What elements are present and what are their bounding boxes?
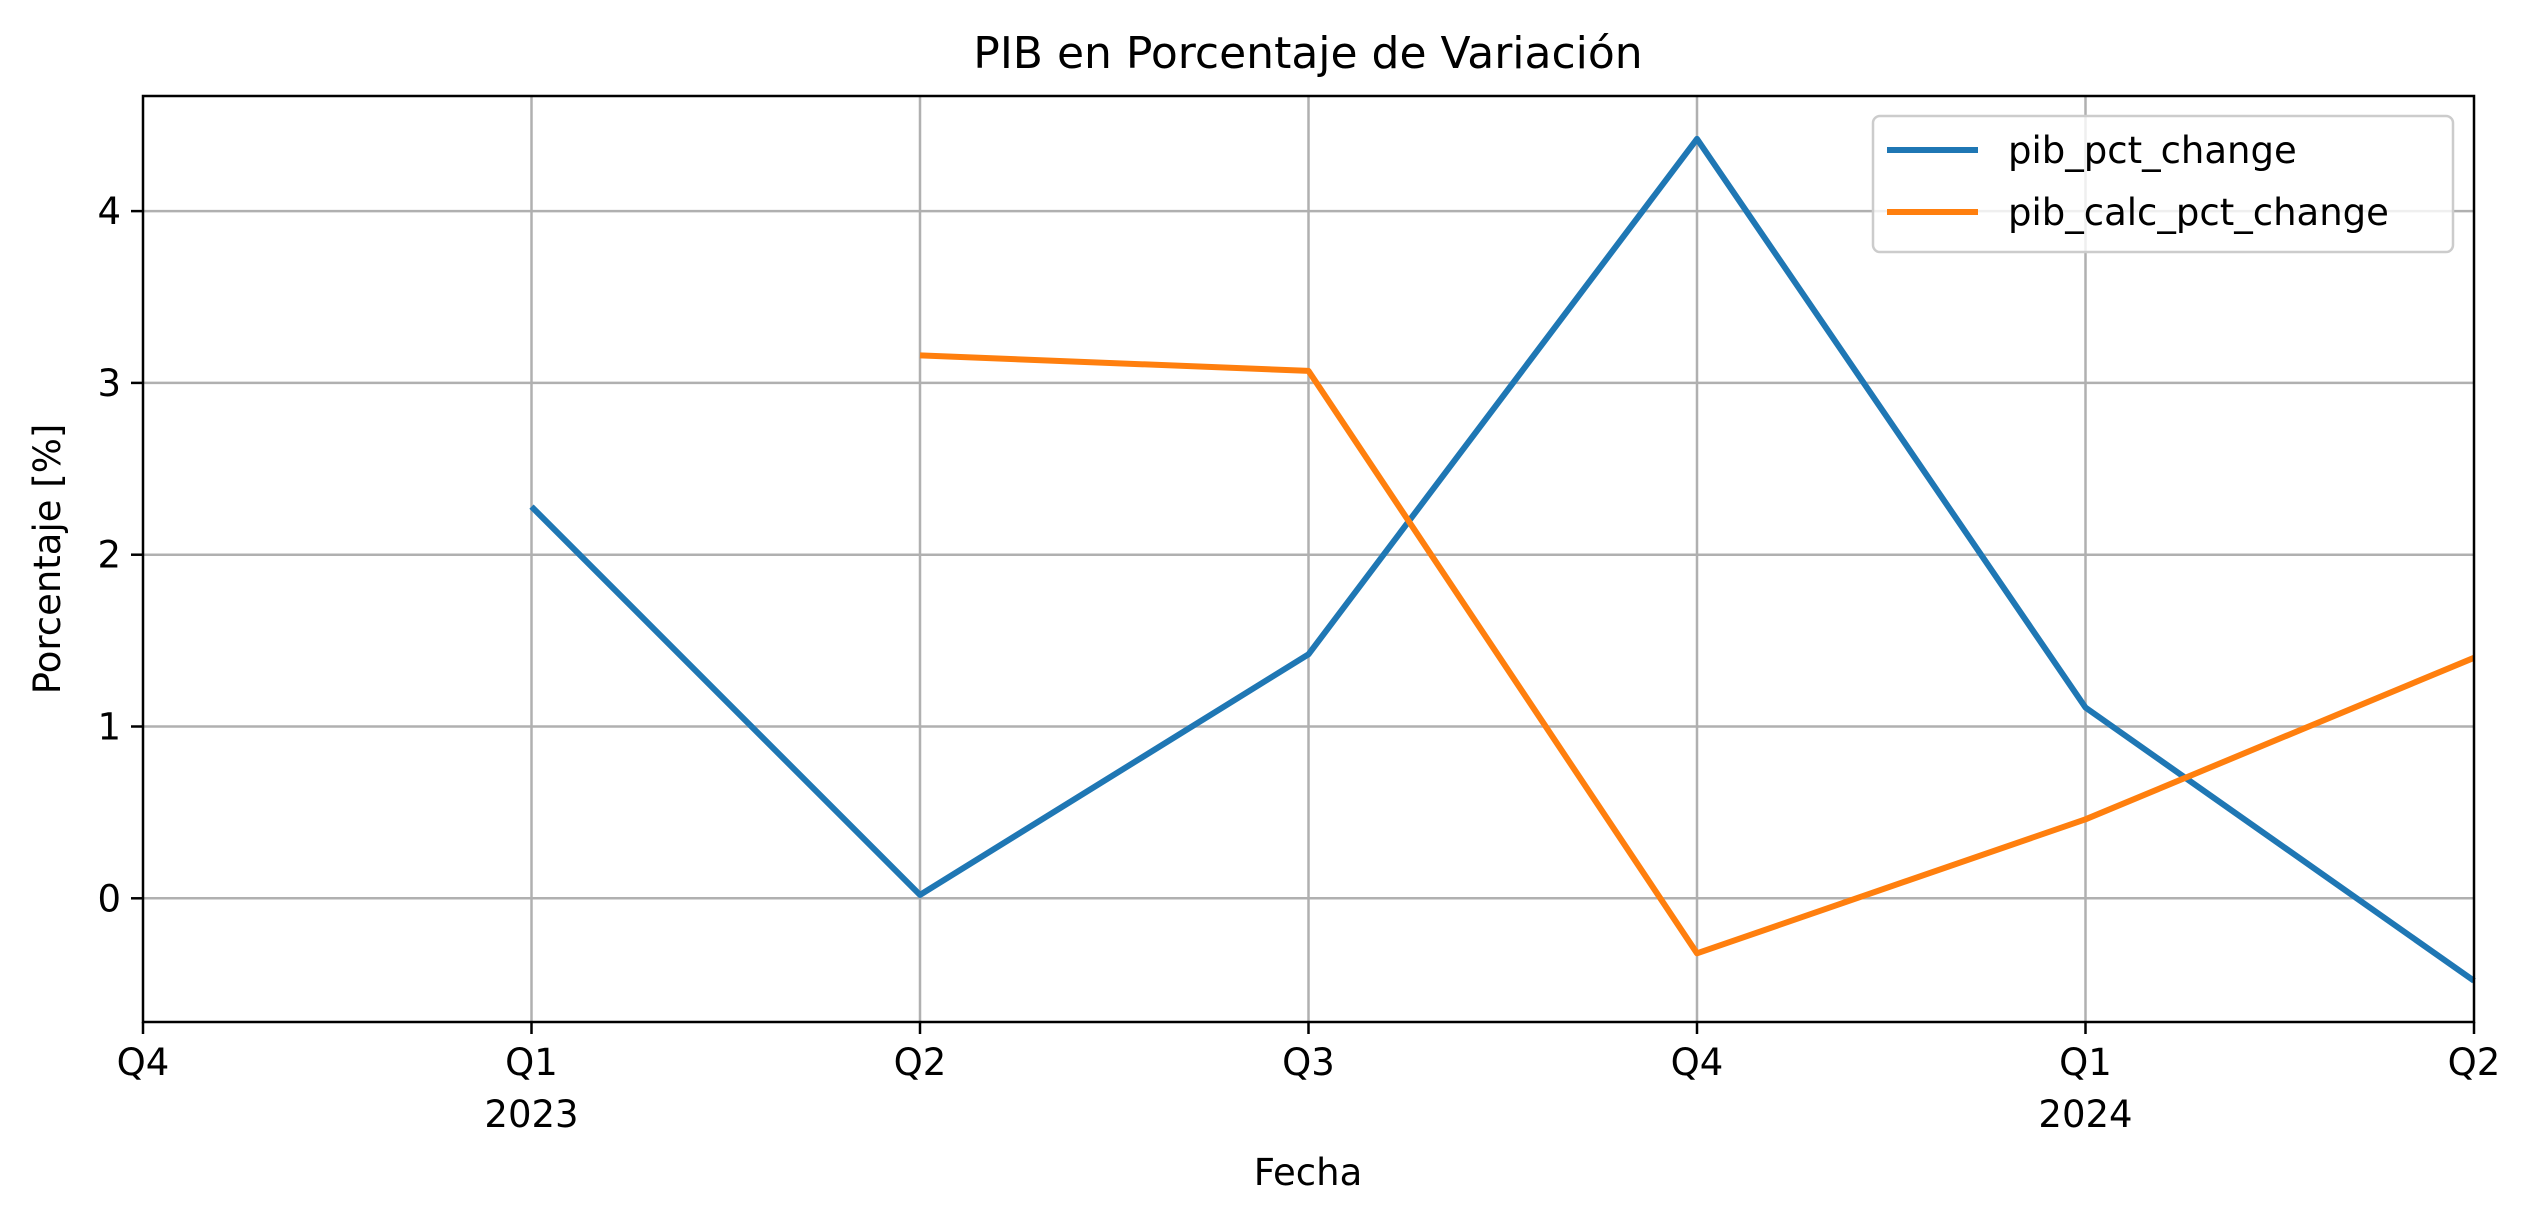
x-tick-label-quarter: Q1 <box>505 1041 558 1084</box>
x-tick-label-quarter: Q2 <box>2448 1041 2501 1084</box>
x-tick-label-quarter: Q4 <box>1671 1041 1724 1084</box>
x-tick-label-quarter: Q3 <box>1282 1041 1335 1084</box>
axis-ticks: 0 1 2 3 4 Q4 Q1 2023 Q2 Q3 Q4 Q1 2024 Q2 <box>97 190 2500 1136</box>
legend-label-pib-calc-pct-change: pib_calc_pct_change <box>2008 191 2389 234</box>
series-line-pib-calc-pct-change <box>919 352 2476 957</box>
x-tick-label-year: 2024 <box>2038 1093 2132 1136</box>
x-axis-label: Fecha <box>1254 1151 1363 1194</box>
y-tick-label: 2 <box>97 534 121 577</box>
x-tick-label-year: 2023 <box>484 1093 578 1136</box>
y-tick-label: 0 <box>97 877 121 920</box>
y-axis-label: Porcentaje [%] <box>26 424 69 695</box>
legend-box <box>1871 114 2455 254</box>
legend: pib_pct_change pib_calc_pct_change <box>1871 114 2455 254</box>
y-tick-label: 3 <box>97 362 121 405</box>
series-lines <box>529 135 2476 984</box>
y-tick-label: 4 <box>97 190 121 233</box>
y-tick-label: 1 <box>97 706 121 749</box>
chart-title: PIB en Porcentaje de Variación <box>973 28 1642 79</box>
x-tick-label-quarter: Q2 <box>894 1041 947 1084</box>
x-tick-label-quarter: Q1 <box>2059 1041 2112 1084</box>
x-tick-label-quarter: Q4 <box>117 1041 170 1084</box>
grid-lines <box>143 96 2474 1022</box>
series-line-pib-pct-change <box>529 135 2476 984</box>
legend-label-pib-pct-change: pib_pct_change <box>2008 129 2297 172</box>
